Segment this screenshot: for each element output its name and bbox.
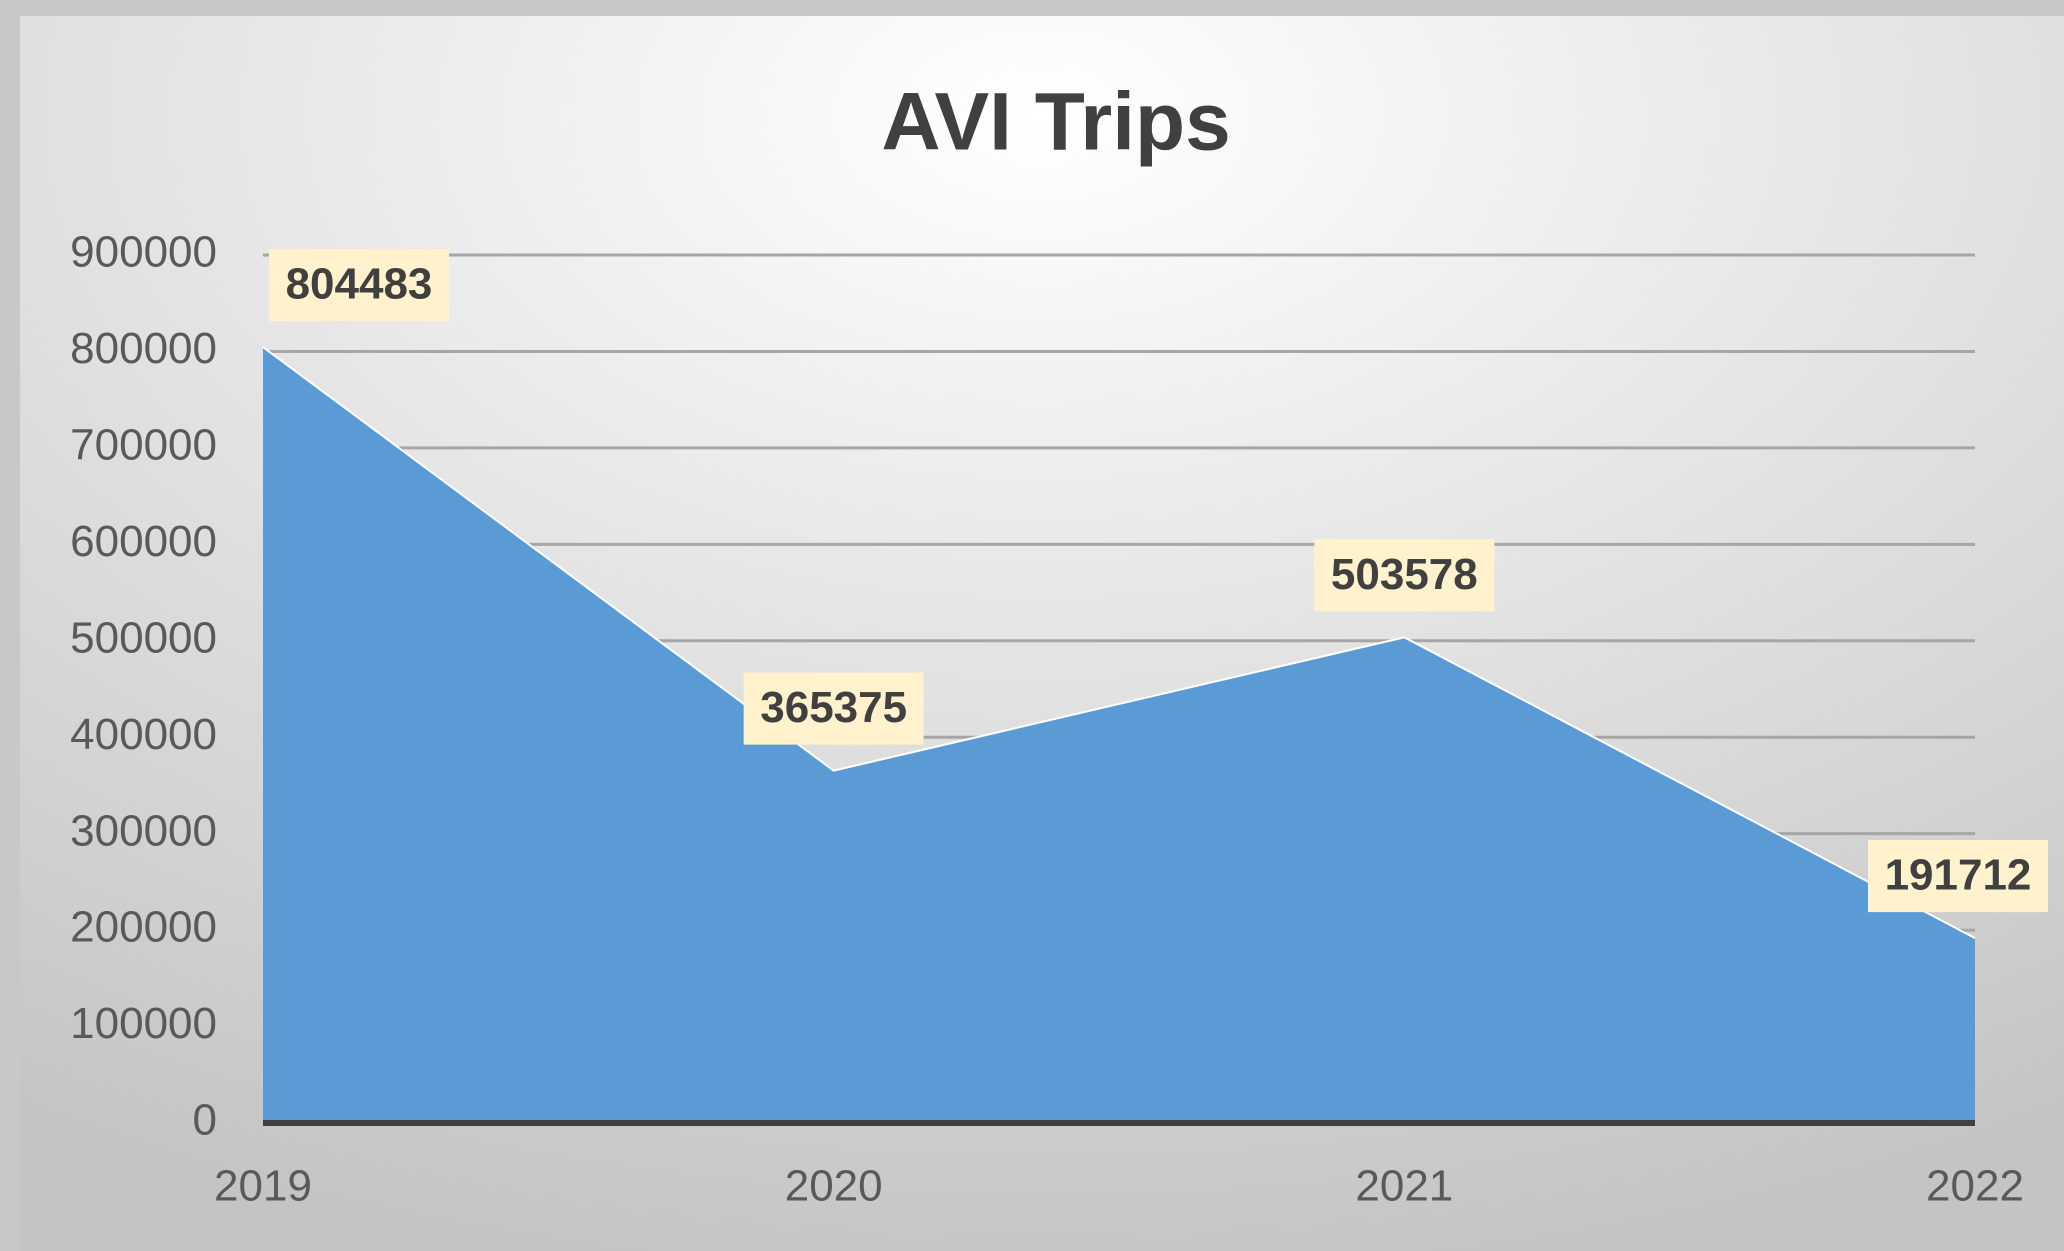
- chart-title: AVI Trips: [881, 77, 1230, 168]
- y-tick-label: 600000: [70, 517, 217, 566]
- x-tick-label: 2022: [1926, 1162, 2024, 1211]
- data-label: 503578: [1331, 550, 1478, 599]
- data-label-box: [743, 672, 924, 745]
- y-tick-label: 100000: [70, 999, 217, 1048]
- data-label-box: [1314, 539, 1495, 612]
- data-label-box: [1868, 840, 2048, 913]
- y-tick-label: 400000: [70, 710, 217, 759]
- data-label: 191712: [1885, 851, 2032, 900]
- data-label: 804483: [286, 260, 433, 309]
- x-tick-label: 2020: [785, 1162, 883, 1211]
- x-tick-label: 2021: [1355, 1162, 1453, 1211]
- y-tick-label: 300000: [70, 806, 217, 855]
- x-tick-label: 2019: [214, 1162, 312, 1211]
- y-tick-label: 800000: [70, 324, 217, 373]
- data-label: 365375: [760, 683, 907, 732]
- data-label-box: [269, 249, 449, 322]
- area: [263, 347, 1975, 1123]
- y-tick-label: 500000: [70, 613, 217, 662]
- y-tick-label: 900000: [70, 228, 217, 277]
- y-tick-label: 200000: [70, 903, 217, 952]
- y-tick-label: 0: [193, 1096, 217, 1145]
- area-outline: [262, 346, 1976, 939]
- y-tick-label: 700000: [70, 421, 217, 470]
